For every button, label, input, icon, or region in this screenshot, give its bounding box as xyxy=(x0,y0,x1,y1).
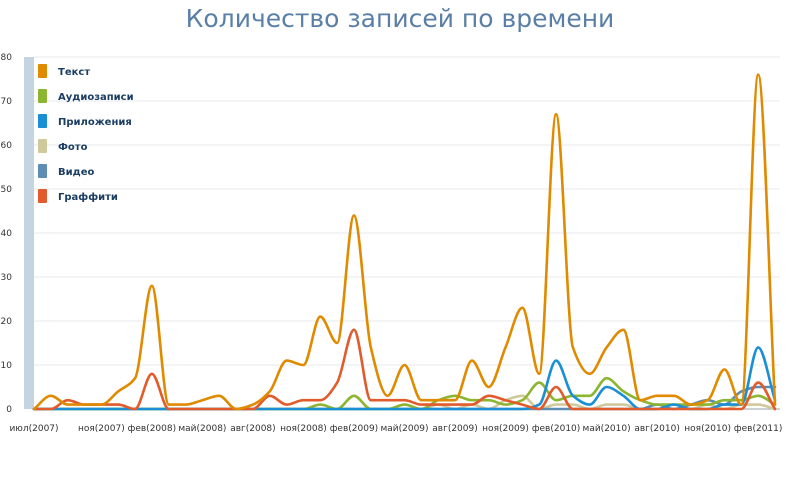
x-tick-label: фев(2010) xyxy=(532,424,580,434)
y-axis-ticks: 0 10 20 30 40 50 60 70 80 xyxy=(1,53,13,415)
legend-label: Аудиозаписи xyxy=(58,92,134,103)
x-tick-label: ноя(2008) xyxy=(280,424,327,434)
legend-label: Фото xyxy=(58,142,88,153)
y-tick-label: 50 xyxy=(1,185,13,195)
x-tick-label: июл(2007) xyxy=(9,424,58,434)
y-tick-label: 70 xyxy=(1,97,13,107)
series-line-5 xyxy=(32,328,777,411)
x-tick-label: фев(2009) xyxy=(330,424,378,434)
x-tick-label: фев(2008) xyxy=(128,424,176,434)
x-axis-ticks: июл(2007) ноя(2007) фев(2008) май(2008) авг(… xyxy=(9,424,782,434)
gridlines xyxy=(34,56,780,410)
y-tick-label: 30 xyxy=(1,273,13,283)
x-tick-label: ноя(2009) xyxy=(482,424,529,434)
legend-label: Видео xyxy=(58,167,94,178)
series-line-0 xyxy=(32,73,777,411)
legend-label: Текст xyxy=(58,67,90,78)
y-tick-label: 0 xyxy=(6,405,12,415)
y-tick-label: 60 xyxy=(1,141,13,151)
x-tick-label: фев(2011) xyxy=(734,424,782,434)
y-tick-label: 40 xyxy=(1,229,13,239)
x-tick-label: май(2010) xyxy=(583,424,631,434)
legend-swatch xyxy=(38,89,47,103)
legend-swatch xyxy=(38,189,47,203)
y-axis-bar xyxy=(24,57,34,409)
x-tick-label: авг(2009) xyxy=(432,424,477,434)
legend-swatch xyxy=(38,164,47,178)
legend-label: Граффити xyxy=(58,191,118,203)
x-tick-label: ноя(2007) xyxy=(78,424,125,434)
x-tick-label: ноя(2010) xyxy=(684,424,731,434)
series-lines xyxy=(32,73,777,411)
legend-swatch xyxy=(38,139,47,153)
chart-title: Количество записей по времени xyxy=(185,4,615,33)
y-tick-label: 10 xyxy=(1,361,13,371)
x-tick-label: май(2008) xyxy=(178,424,226,434)
x-tick-label: авг(2008) xyxy=(230,424,275,434)
x-tick-label: авг(2010) xyxy=(634,424,679,434)
y-tick-label: 20 xyxy=(1,317,13,327)
y-tick-label: 80 xyxy=(1,53,13,63)
legend-swatch xyxy=(38,114,47,128)
legend-label: Приложения xyxy=(58,117,132,128)
legend: Текст Аудиозаписи Приложения Фото Видео Графф… xyxy=(38,64,134,203)
legend-swatch xyxy=(38,64,47,78)
x-tick-label: май(2009) xyxy=(380,424,428,434)
